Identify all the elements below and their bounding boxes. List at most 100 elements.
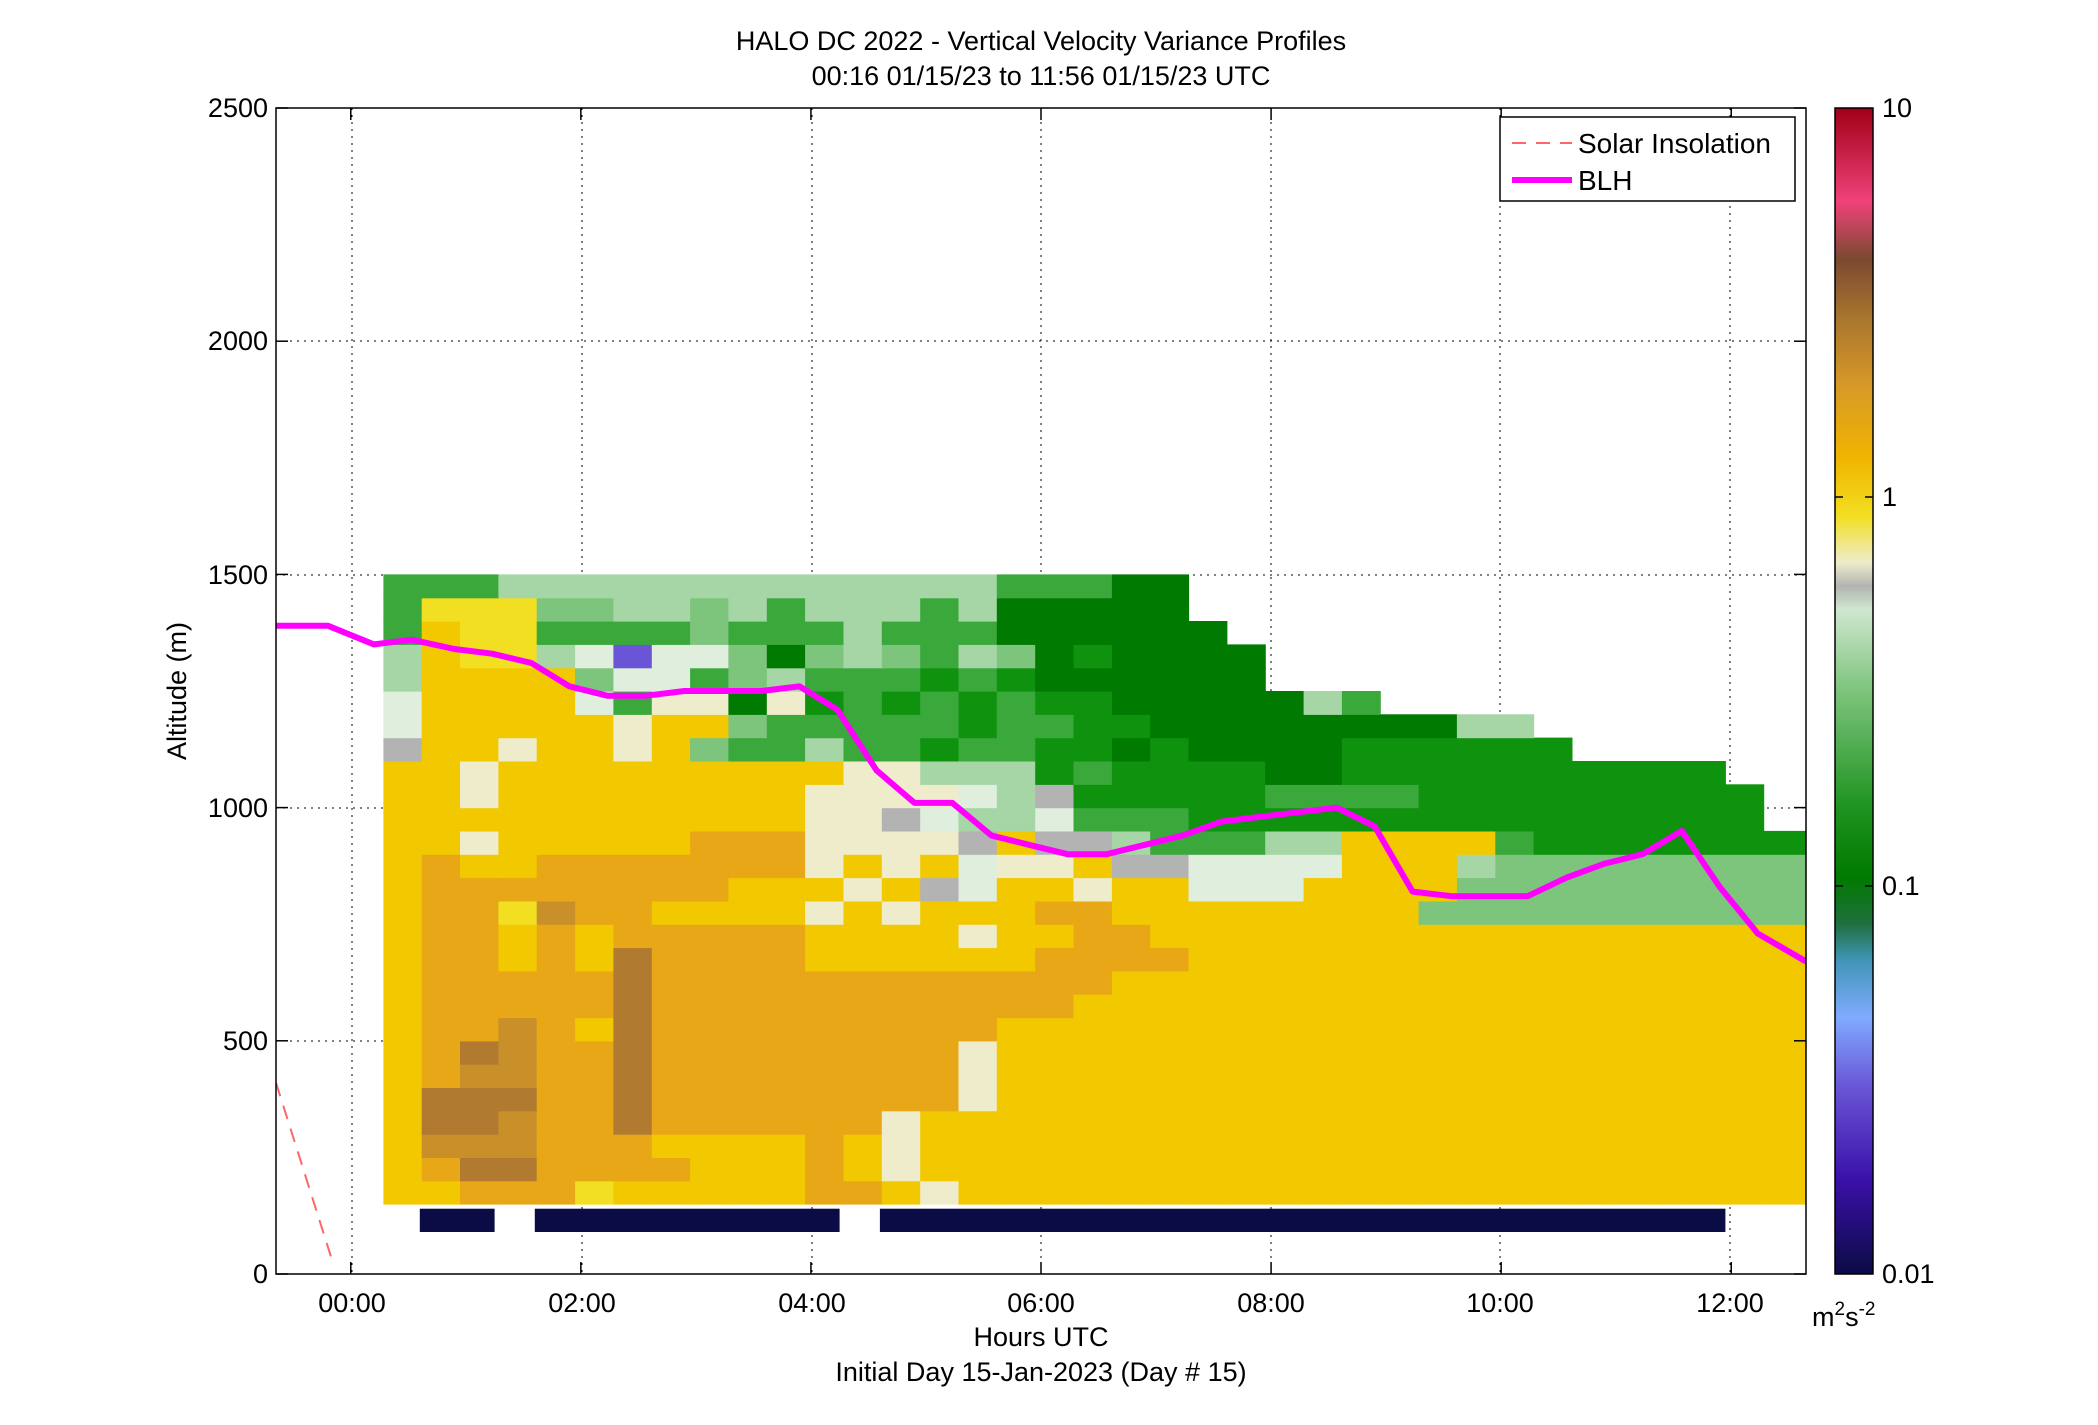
heatmap-cell xyxy=(958,994,998,1019)
heatmap-cell xyxy=(766,830,806,855)
heatmap-cell xyxy=(1303,970,1343,995)
heatmap-cell xyxy=(690,574,729,599)
heatmap-cell xyxy=(1035,854,1075,879)
heatmap-cell xyxy=(1456,1180,1496,1205)
heatmap-cell xyxy=(383,807,423,832)
heatmap-cell xyxy=(1495,784,1535,809)
heatmap-cell xyxy=(1188,830,1228,855)
heatmap-cell xyxy=(958,714,998,739)
heatmap-cell xyxy=(1572,1087,1611,1112)
heatmap-cell xyxy=(460,1064,499,1088)
heatmap-cell xyxy=(651,1087,691,1112)
heatmap-cell xyxy=(1725,830,1765,855)
heatmap-cell xyxy=(651,1157,691,1182)
heatmap-cell xyxy=(421,854,461,879)
heatmap-cell xyxy=(1533,784,1573,809)
heatmap-cell xyxy=(1226,784,1266,809)
heatmap-cell xyxy=(996,807,1036,832)
heatmap-cell xyxy=(383,1017,423,1042)
heatmap-cell xyxy=(1572,761,1611,785)
heatmap-cell xyxy=(575,1040,614,1065)
heatmap-cell xyxy=(1802,877,1806,902)
heatmap-cell xyxy=(460,1110,499,1135)
heatmap-cell xyxy=(996,1064,1036,1088)
heatmap-cell xyxy=(613,854,653,879)
heatmap-cell xyxy=(1073,854,1113,879)
heatmap-cell xyxy=(958,761,998,785)
heatmap-cell xyxy=(805,1040,844,1065)
heatmap-cell xyxy=(498,900,538,925)
heatmap-cell xyxy=(1648,1040,1688,1065)
heatmap-cell xyxy=(920,714,960,739)
heatmap-cell xyxy=(1687,924,1726,949)
heatmap-cell xyxy=(1380,900,1420,925)
heatmap-cell xyxy=(1533,854,1573,879)
heatmap-cell xyxy=(460,691,499,715)
heatmap-cell xyxy=(1111,621,1151,645)
heatmap-cell xyxy=(1648,994,1688,1019)
heatmap-cell xyxy=(690,807,729,832)
heatmap-cell xyxy=(1150,667,1190,692)
heatmap-cell xyxy=(1533,947,1573,972)
heatmap-cell xyxy=(1533,1040,1573,1065)
heatmap-cell xyxy=(536,994,576,1019)
heatmap-cell xyxy=(383,1040,423,1065)
heatmap-cell xyxy=(881,667,921,692)
heatmap-cell xyxy=(651,970,691,995)
heatmap-cell xyxy=(728,597,768,622)
heatmap-cell xyxy=(1533,830,1573,855)
heatmap-cell xyxy=(651,877,691,902)
heatmap-cell xyxy=(996,1157,1036,1182)
heatmap-cell xyxy=(1226,1064,1266,1088)
heatmap-cell xyxy=(1572,900,1611,925)
heatmap-cell xyxy=(536,1017,576,1042)
heatmap-cell xyxy=(1150,714,1190,739)
heatmap-cell xyxy=(613,1017,653,1042)
heatmap-cell xyxy=(1265,1110,1305,1135)
heatmap-cell xyxy=(1303,714,1343,739)
heatmap-cell xyxy=(1380,970,1420,995)
heatmap-cell xyxy=(690,737,729,762)
heatmap-cell xyxy=(1648,1157,1688,1182)
heatmap-cell xyxy=(575,1087,614,1112)
heatmap-cell xyxy=(613,574,653,599)
heatmap-cell xyxy=(958,1017,998,1042)
heatmap-cell xyxy=(1380,807,1420,832)
heatmap-cell xyxy=(1418,854,1458,879)
heatmap-cell xyxy=(460,994,499,1019)
x-tick-label: 06:00 xyxy=(1007,1288,1075,1318)
heatmap-cell xyxy=(1572,807,1611,832)
heatmap-cell xyxy=(1456,784,1496,809)
heatmap-cell xyxy=(421,900,461,925)
heatmap-cell xyxy=(1073,1087,1113,1112)
heatmap-cell xyxy=(805,737,844,762)
heatmap-cell xyxy=(1188,1180,1228,1205)
heatmap-cell xyxy=(1572,784,1611,809)
heatmap-cell xyxy=(1150,691,1190,715)
heatmap-cell xyxy=(728,574,768,599)
heatmap-cell xyxy=(920,761,960,785)
heatmap-cell xyxy=(1265,1064,1305,1088)
heatmap-cell xyxy=(1725,1134,1765,1158)
heatmap-cell xyxy=(1073,994,1113,1019)
heatmap-cell xyxy=(690,597,729,622)
y-tick-label: 0 xyxy=(253,1259,268,1289)
heatmap-cell xyxy=(1035,784,1075,809)
solar-insolation-line xyxy=(276,1082,335,1266)
heatmap-cell xyxy=(1572,1064,1611,1088)
heatmap-cell xyxy=(1380,737,1420,762)
heatmap-cell xyxy=(1648,761,1688,785)
heatmap-cell xyxy=(1035,667,1075,692)
heatmap-cell xyxy=(1226,714,1266,739)
heatmap-cell xyxy=(1035,621,1075,645)
heatmap-cell xyxy=(1303,1110,1343,1135)
heatmap-cell xyxy=(575,1134,614,1158)
heatmap-cell xyxy=(1150,784,1190,809)
heatmap-cell xyxy=(766,1064,806,1088)
heatmap-cell xyxy=(1687,1087,1726,1112)
heatmap-cell xyxy=(536,924,576,949)
heatmap-cell xyxy=(1111,714,1151,739)
heatmap-cell xyxy=(881,691,921,715)
heatmap-cell xyxy=(1150,854,1190,879)
heatmap-cell xyxy=(1456,714,1496,739)
